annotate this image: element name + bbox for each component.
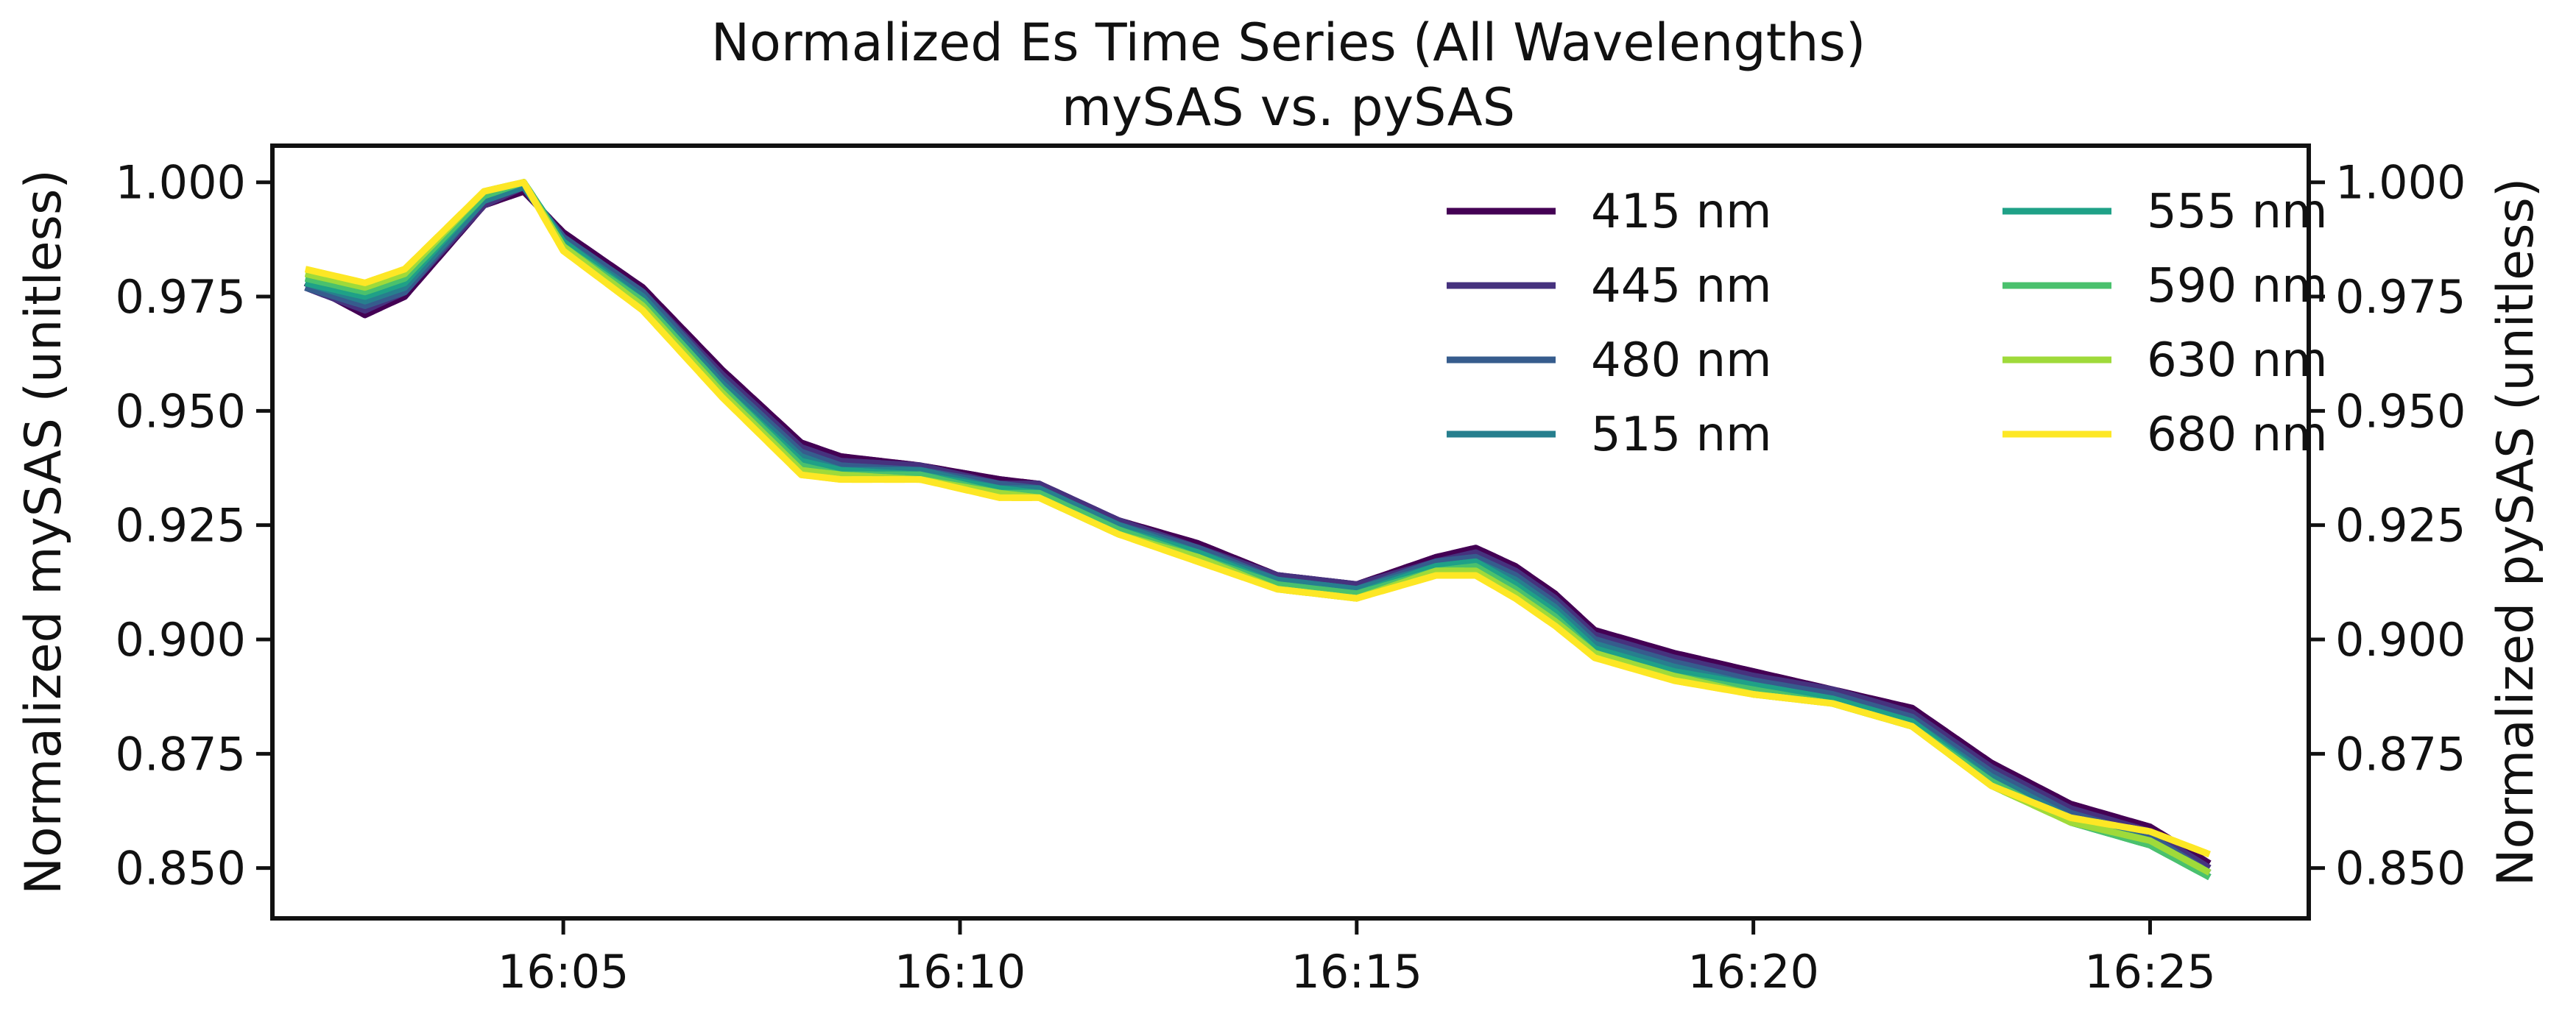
plot-frame (270, 143, 2311, 921)
series-line-dashed-590-nm (304, 179, 2212, 881)
y-tick-label-left: 0.875 (116, 727, 247, 781)
y-axis-label-right: Normalized pySAS (unitless) (2487, 178, 2545, 887)
x-tick-label: 16:20 (1687, 945, 1819, 999)
y-tick-label-left: 0.950 (116, 384, 247, 438)
y-tick-label-left: 0.925 (116, 499, 247, 553)
y-tick-label-right: 1.000 (2335, 156, 2466, 210)
y-tick-label-left: 1.000 (116, 156, 247, 210)
series-line-dashed-480-nm (304, 183, 2212, 876)
y-tick-label-right: 0.875 (2335, 727, 2466, 781)
legend-label: 590 nm (2147, 259, 2327, 313)
legend-label: 630 nm (2147, 333, 2327, 388)
y-tick-label-right: 0.950 (2335, 384, 2466, 438)
series-line-480-nm (304, 183, 2212, 876)
series-line-dashed-680-nm (304, 179, 2211, 858)
series-line-dashed-630-nm (304, 179, 2212, 876)
x-tick-label: 16:25 (2084, 945, 2216, 999)
series-line-445-nm (304, 183, 2212, 871)
series-line-515-nm (304, 183, 2212, 880)
legend: 415 nm 445 nm 480 nm 515 nm 555 nm 590 nm 630 … (1447, 185, 2327, 462)
legend-label: 415 nm (1591, 185, 1771, 239)
series-line-415-nm (303, 188, 2212, 867)
legend-label: 680 nm (2147, 408, 2327, 462)
x-tick-label: 16:10 (894, 945, 1026, 999)
series-line-dashed-555-nm (304, 179, 2212, 881)
series-lines (303, 179, 2212, 881)
legend-label: 515 nm (1591, 408, 1771, 462)
chart-title: Normalized Es Time Series (All Wavelengt… (711, 13, 1866, 73)
series-line-630-nm (304, 179, 2212, 876)
y-axis-right: 0.850 0.875 0.900 0.925 0.950 0.975 1.000 (2309, 156, 2466, 896)
series-line-590-nm (304, 179, 2212, 881)
y-tick-label-right: 0.900 (2335, 613, 2466, 667)
series-line-680-nm (304, 179, 2211, 858)
y-tick-label-right: 0.925 (2335, 499, 2466, 553)
y-axis-label-left: Normalized mySAS (unitless) (15, 169, 73, 895)
legend-label: 555 nm (2147, 185, 2327, 239)
series-line-dashed-445-nm (304, 183, 2212, 871)
chart-subtitle: mySAS vs. pySAS (1062, 77, 1515, 138)
legend-label: 480 nm (1591, 333, 1771, 388)
y-tick-label-right: 0.975 (2335, 270, 2466, 324)
series-line-dashed-415-nm (303, 188, 2212, 867)
x-tick-label: 16:05 (498, 945, 629, 999)
series-line-555-nm (304, 179, 2212, 881)
y-axis-left: 0.850 0.875 0.900 0.925 0.950 0.975 1.000 (116, 156, 272, 896)
y-tick-label-left: 0.975 (116, 270, 247, 324)
series-line-dashed-515-nm (304, 183, 2212, 880)
legend-label: 445 nm (1591, 259, 1771, 313)
y-tick-label-left: 0.850 (116, 842, 247, 896)
x-tick-label: 16:15 (1291, 945, 1422, 999)
y-tick-label-right: 0.850 (2335, 842, 2466, 896)
y-tick-label-left: 0.900 (116, 613, 247, 667)
x-axis: 16:05 16:10 16:15 16:20 16:25 (498, 918, 2216, 999)
